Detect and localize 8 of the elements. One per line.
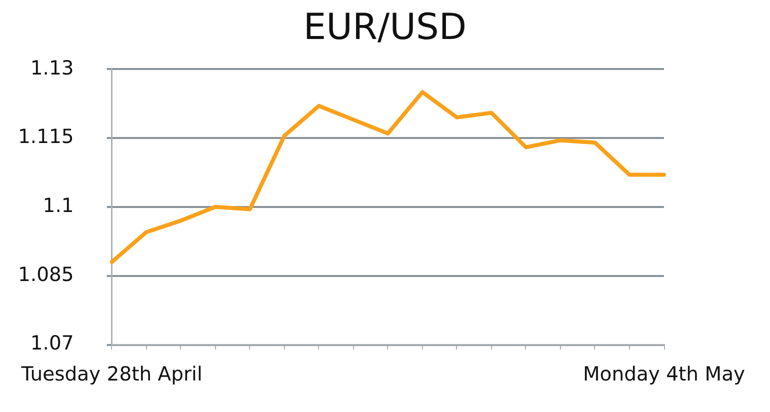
y-tick-label: 1.1 bbox=[42, 194, 74, 217]
chart-title: EUR/USD bbox=[303, 6, 467, 48]
x-tick-label: Monday 4th May bbox=[582, 362, 746, 386]
y-tick-label: 1.085 bbox=[18, 262, 74, 286]
x-tick-label: Tuesday 28th April bbox=[20, 362, 202, 386]
y-tick-label: 1.115 bbox=[18, 125, 74, 148]
y-tick-label: 1.13 bbox=[30, 56, 74, 80]
y-tick-label: 1.07 bbox=[30, 332, 74, 355]
